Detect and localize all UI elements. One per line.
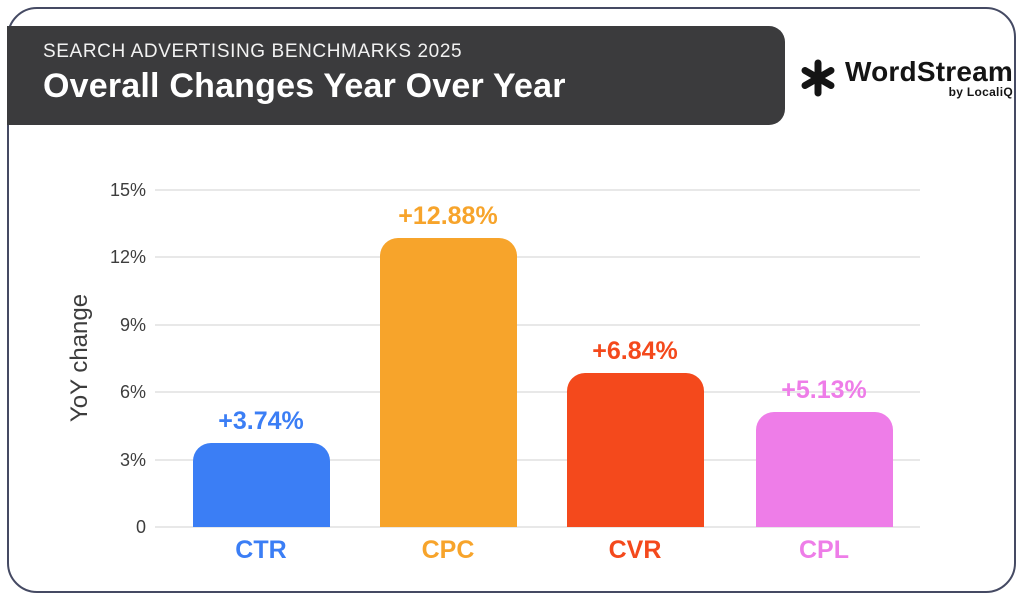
bar-cpc xyxy=(379,237,517,527)
y-tick-label: 0 xyxy=(135,517,146,537)
x-category-label: CTR xyxy=(235,536,287,564)
y-tick-label: 15% xyxy=(109,180,146,200)
brand-byline: by LocaliQ xyxy=(948,85,1013,99)
gridline xyxy=(155,391,920,394)
y-tick-label: 12% xyxy=(109,247,146,268)
gridline xyxy=(155,323,920,326)
y-axis-label: YoY change xyxy=(66,293,93,423)
gridline xyxy=(155,458,920,461)
bar-value-label: +6.84% xyxy=(592,337,678,366)
bar-value-label: +12.88% xyxy=(398,201,498,230)
header-banner: SEARCH ADVERTISING BENCHMARKS 2025 Overa… xyxy=(7,26,785,125)
x-category-label: CPC xyxy=(421,536,475,564)
bar-cvr xyxy=(566,373,704,527)
gridline xyxy=(155,526,920,528)
page-title: Overall Changes Year Over Year xyxy=(43,67,566,105)
brand-name: WordStream xyxy=(845,56,1013,87)
gridline xyxy=(155,189,920,191)
gridline xyxy=(155,256,920,259)
bar-value-label: +5.13% xyxy=(781,375,867,404)
asterisk-icon xyxy=(801,59,835,97)
bar-cpl xyxy=(755,411,893,527)
x-category-label: CVR xyxy=(608,536,662,564)
y-tick-label: 3% xyxy=(119,449,146,470)
wordstream-logo: WordStream by LocaliQ xyxy=(798,56,1013,100)
kicker-text: SEARCH ADVERTISING BENCHMARKS 2025 xyxy=(43,41,463,62)
x-category-label: CPL xyxy=(799,536,849,564)
bar-ctr xyxy=(192,442,330,527)
bar-value-label: +3.74% xyxy=(218,406,304,435)
y-tick-label: 9% xyxy=(119,314,146,335)
y-tick-label: 6% xyxy=(119,382,146,403)
